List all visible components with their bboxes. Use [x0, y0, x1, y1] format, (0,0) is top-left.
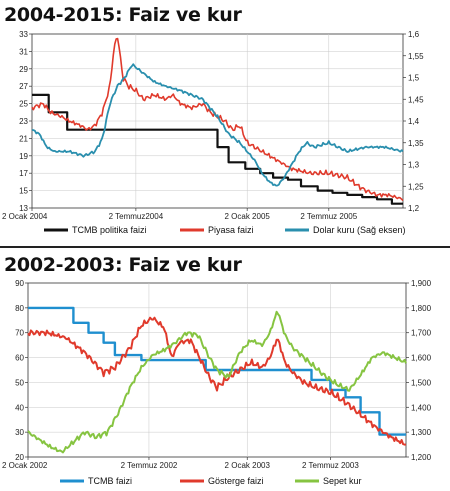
chart-2: 20 30 40 50 60 70 80 90 1,200 1,300 1,400 1,500 1,60… — [2, 279, 432, 486]
y-tick-label-left: 80 — [15, 304, 24, 313]
y-tick-label-right: 1,900 — [411, 279, 432, 288]
y-tick-label-right: 1,600 — [411, 354, 432, 363]
y-tick-label-right: 1,400 — [411, 403, 432, 412]
y-tick-label-right: 1,3 — [408, 161, 420, 170]
y-tick-label-right: 1,300 — [411, 428, 432, 437]
y-tick-label-left: 19 — [19, 152, 28, 161]
y-tick-label-left: 40 — [15, 403, 24, 412]
y-tick-label-right: 1,6 — [408, 30, 420, 39]
y-tick-label-left: 15 — [19, 187, 28, 196]
y-tick-label-left: 20 — [15, 453, 24, 462]
y-tick-label-right: 1,25 — [408, 182, 424, 191]
series-line-piyasa — [31, 37, 404, 202]
y-tick-label-right: 1,500 — [411, 378, 432, 387]
y-tick-label-right: 1,4 — [408, 117, 420, 126]
legend-label-sepet: Sepet kur — [323, 476, 362, 486]
y-tick-label-right: 1,5 — [408, 74, 420, 83]
y-tick-label-left: 70 — [15, 329, 24, 338]
y-tick-label-left: 23 — [19, 117, 28, 126]
y-tick-label-right: 1,45 — [408, 95, 424, 104]
series-line-dolar — [31, 63, 404, 187]
panel-divider — [0, 246, 450, 248]
y-tick-label-right: 1,200 — [411, 453, 432, 462]
y-tick-label-right: 1,2 — [408, 204, 420, 213]
legend-label-piyasa: Piyasa faizi — [208, 225, 254, 235]
plot-frame — [27, 282, 407, 458]
series-line-sepet — [27, 310, 407, 454]
y-tick-label-right: 1,700 — [411, 329, 432, 338]
y-tick-label-right: 1,35 — [408, 139, 424, 148]
y-tick-label-left: 13 — [19, 204, 28, 213]
y-tick-label-left: 50 — [15, 378, 24, 387]
chart-1: 13 15 17 19 21 23 25 27 29 31 33 1,2 1,25 1,3 1,35 1,4 1… — [2, 30, 424, 235]
x-tick-label: 2 Temmuz2004 — [109, 212, 164, 221]
chart-2-title: 2002-2003: Faiz ve kur — [4, 254, 242, 276]
y-tick-label-left: 90 — [15, 279, 24, 288]
y-tick-label-left: 30 — [15, 428, 24, 437]
x-tick-label: 2 Temmuz 2002 — [121, 461, 178, 470]
x-tick-label: 2 Ocak 2003 — [225, 461, 271, 470]
legend-label-tcmb: TCMB politika faizi — [72, 225, 147, 235]
chart-1-title: 2004-2015: Faiz ve kur — [4, 4, 242, 26]
series-line-tcmb — [28, 306, 406, 436]
y-tick-label-left: 60 — [15, 354, 24, 363]
y-tick-label-left: 27 — [19, 82, 28, 91]
y-tick-label-right: 1,800 — [411, 304, 432, 313]
legend-label-dolar: Dolar kuru (Sağ eksen) — [313, 225, 406, 235]
x-tick-label: 2 Temmuz 2003 — [302, 461, 359, 470]
x-tick-label: 2 Ocak 2004 — [2, 212, 48, 221]
y-tick-label-left: 25 — [19, 100, 28, 109]
series-line-tcmb — [32, 93, 403, 205]
x-tick-label: 2 Ocak 2005 — [224, 212, 270, 221]
y-tick-label-left: 17 — [19, 169, 28, 178]
y-tick-label-left: 21 — [19, 134, 28, 143]
x-tick-label: 2 Ocak 2002 — [2, 461, 48, 470]
legend-label-tcmb: TCMB faizi — [88, 476, 132, 486]
y-tick-label-left: 33 — [19, 30, 28, 39]
series-line-gosterge — [27, 316, 407, 446]
y-tick-label-left: 31 — [19, 47, 28, 56]
y-tick-label-right: 1,55 — [408, 52, 424, 61]
y-tick-label-left: 29 — [19, 65, 28, 74]
legend-label-gosterge: Gösterge faizi — [208, 476, 264, 486]
x-tick-label: 2 Temmuz 2005 — [300, 212, 357, 221]
